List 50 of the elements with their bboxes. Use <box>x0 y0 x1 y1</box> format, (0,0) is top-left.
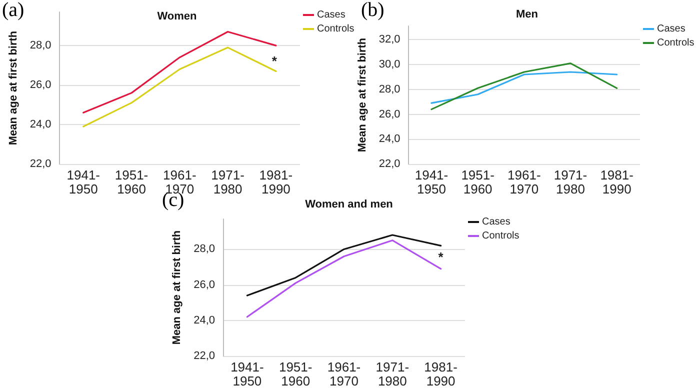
y-axis-title: Mean age at first birth <box>356 38 368 152</box>
chart-title: Women <box>157 10 198 22</box>
legend-label: Controls <box>657 38 694 48</box>
legend-label: Cases <box>482 216 510 228</box>
x-tick-label: 1981- 1990 <box>424 360 458 388</box>
annotation: * <box>272 54 278 68</box>
y-axis-title: Mean age at first birth <box>171 230 184 345</box>
y-tick-label: 28,0 <box>194 243 215 256</box>
y-tick-label: 26,0 <box>30 79 52 92</box>
y-tick-label: 30,0 <box>378 58 400 71</box>
x-tick-label: 1951- 1960 <box>114 168 148 196</box>
x-tick-label: 1941- 1950 <box>230 360 264 388</box>
line-series <box>82 46 277 128</box>
y-tick-label: 24,0 <box>30 118 52 131</box>
legend-label: Controls <box>317 24 354 34</box>
text: (a) <box>2 0 24 21</box>
line-series <box>430 71 618 104</box>
y-tick-label: 24,0 <box>194 314 215 326</box>
chart-title: Men <box>516 8 538 20</box>
x-tick-label: 1981- 1990 <box>259 168 293 196</box>
x-tick-label: 1941- 1950 <box>66 168 100 196</box>
line-series <box>246 234 442 296</box>
line-series <box>82 30 277 114</box>
chart-title: Women and men <box>305 198 394 210</box>
legend-label: Cases <box>657 24 686 34</box>
x-tick-label: 1971- 1980 <box>554 168 588 196</box>
x-tick-label: 1971- 1980 <box>211 168 244 196</box>
x-tick-label: 1961- 1970 <box>508 168 541 196</box>
y-tick-label: 22,0 <box>30 158 52 170</box>
line-series <box>246 240 442 318</box>
y-axis-title: Mean age at first birth <box>8 30 20 146</box>
y-tick-label: 26,0 <box>194 278 215 291</box>
y-tick-label: 24,0 <box>378 133 400 146</box>
x-tick-label: 1971- 1980 <box>376 360 410 388</box>
annotation: * <box>438 250 444 264</box>
y-tick-label: 26,0 <box>378 108 400 120</box>
text: (b) <box>361 0 384 21</box>
y-tick-label: 22,0 <box>378 158 400 170</box>
y-tick-label: 22,0 <box>194 350 215 362</box>
x-tick-label: 1941- 1950 <box>414 168 448 196</box>
x-tick-label: 1951- 1960 <box>461 168 494 196</box>
legend-label: Cases <box>317 10 346 20</box>
legend-label: Controls <box>482 230 520 242</box>
y-tick-label: 28,0 <box>378 83 400 96</box>
x-tick-label: 1951- 1960 <box>278 360 312 388</box>
x-tick-label: 1981- 1990 <box>600 168 634 196</box>
y-tick-label: 32,0 <box>378 34 400 46</box>
x-tick-label: 1961- 1970 <box>327 360 361 388</box>
line-series <box>430 62 618 110</box>
y-tick-label: 28,0 <box>30 40 52 52</box>
